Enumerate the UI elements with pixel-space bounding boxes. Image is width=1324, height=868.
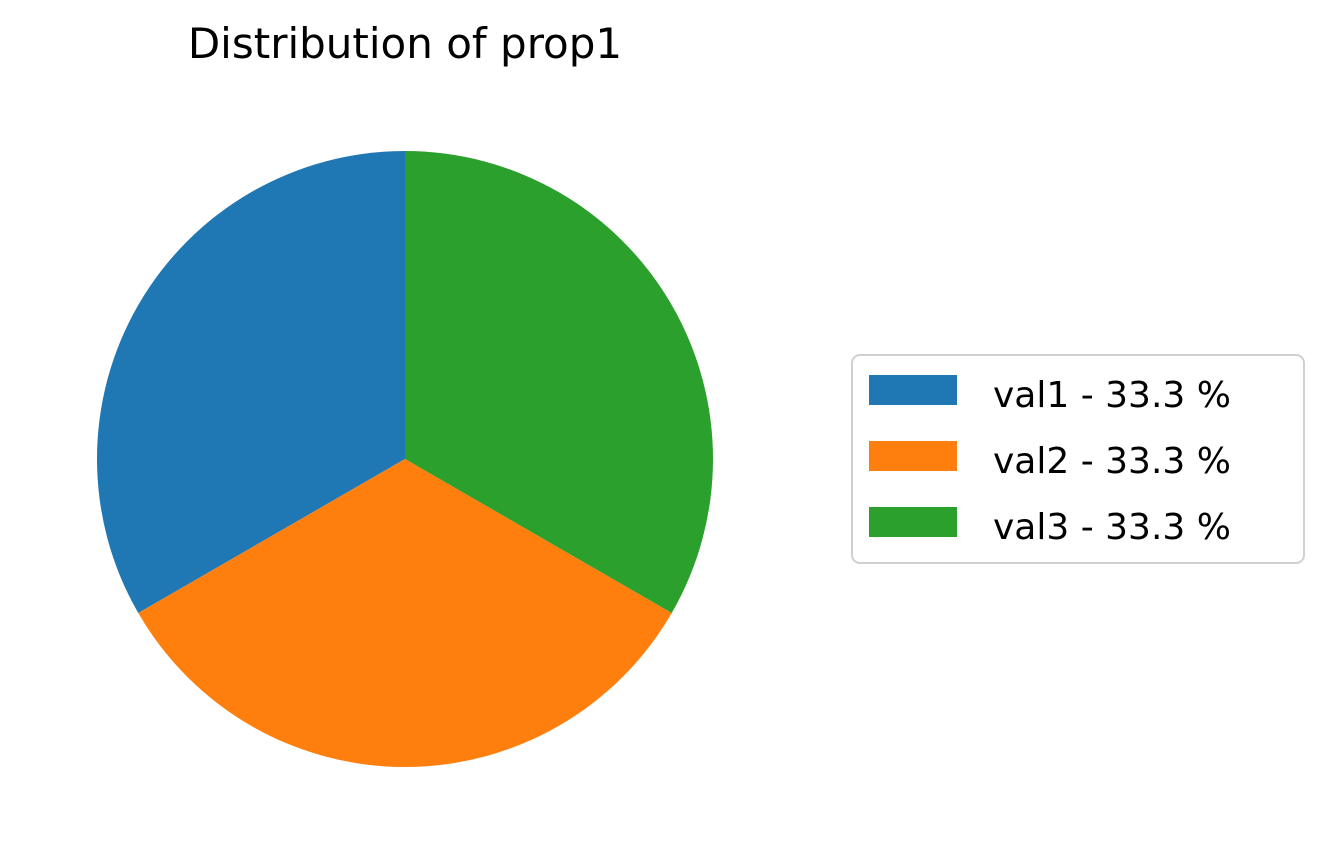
legend-swatch-val1 — [869, 375, 957, 405]
legend-frame — [851, 354, 1305, 564]
legend-swatch-val2 — [869, 441, 957, 471]
pie-slices — [96, 151, 714, 768]
legend: val1 - 33.3 % val2 - 33.3 % val3 - 33.3 … — [851, 354, 1305, 564]
chart-title: Distribution of prop1 — [188, 19, 622, 68]
legend-label-val1: val1 - 33.3 % — [993, 375, 1231, 416]
pie-slice-val1 — [96, 151, 405, 613]
legend-label-val2: val2 - 33.3 % — [993, 441, 1231, 482]
legend-swatch-val3 — [869, 507, 957, 537]
legend-label-val3: val3 - 33.3 % — [993, 507, 1231, 548]
pie-slice-val2 — [138, 459, 672, 768]
pie-slice-val3 — [405, 151, 714, 613]
